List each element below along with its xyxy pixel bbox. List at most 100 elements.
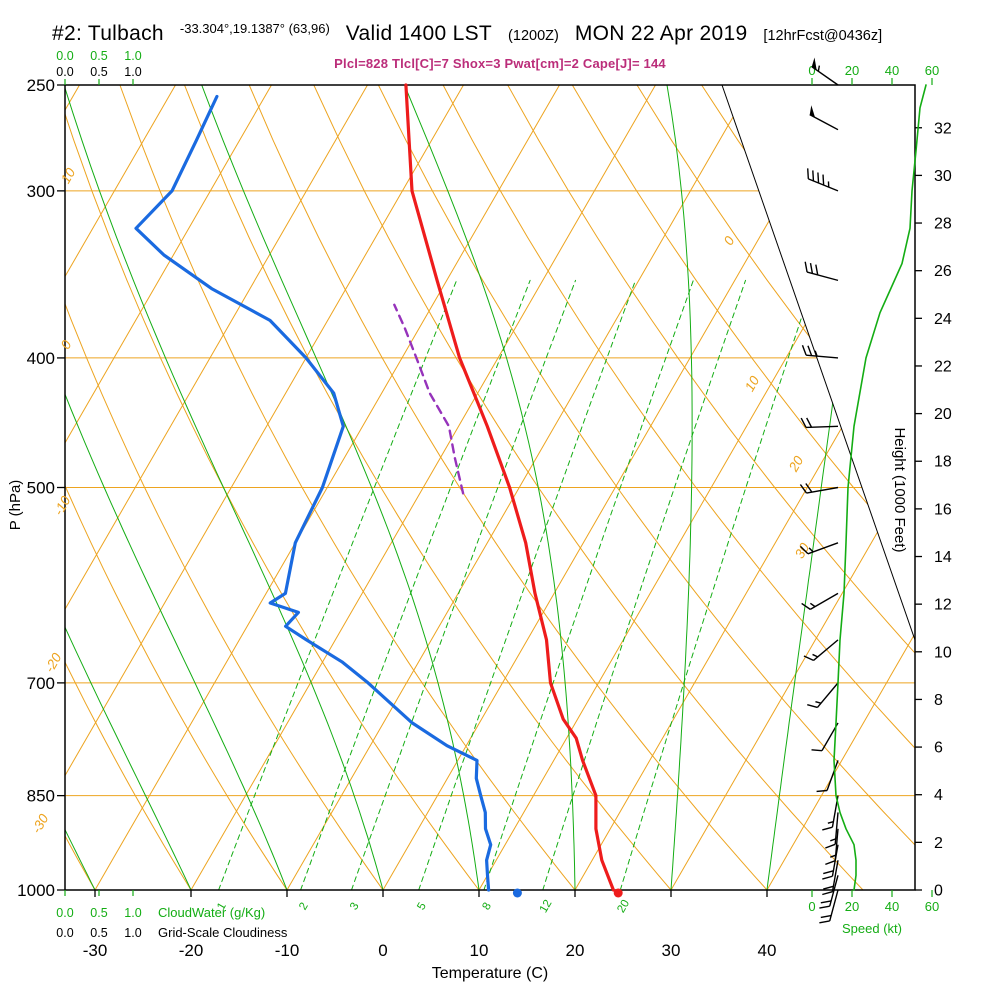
temperature-curve [404,83,616,892]
svg-text:20: 20 [845,899,859,914]
svg-text:1.0: 1.0 [124,906,141,920]
svg-text:-20: -20 [42,650,65,675]
svg-text:-30: -30 [29,811,52,836]
parcel-curve [393,303,465,495]
svg-text:Speed (kt): Speed (kt) [842,921,902,936]
svg-text:850: 850 [27,787,55,806]
svg-text:5: 5 [415,901,429,913]
svg-text:40: 40 [758,941,777,960]
svg-text:1.0: 1.0 [124,926,141,940]
surface-temperature-dot [613,888,623,898]
svg-text:2: 2 [297,901,311,913]
svg-text:22: 22 [934,358,952,375]
svg-text:60: 60 [925,63,939,78]
diagonal-cut-line [721,84,916,641]
svg-text:30: 30 [792,540,813,561]
svg-text:0: 0 [378,941,387,960]
sounding-indices: Plcl=828 Tlcl[C]=7 Shox=3 Pwat[cm]=2 Cap… [334,56,666,71]
valid-date: MON 22 Apr 2019 [574,22,748,45]
grid [65,85,915,890]
svg-text:-30: -30 [83,941,108,960]
svg-text:1: 1 [215,901,229,913]
svg-text:300: 300 [27,182,55,201]
svg-text:Temperature (C): Temperature (C) [432,965,548,982]
svg-text:20: 20 [845,63,859,78]
wind-barbs [799,57,839,924]
svg-text:-20: -20 [179,941,204,960]
svg-text:10: 10 [934,644,952,661]
svg-text:28: 28 [934,216,952,233]
svg-text:6: 6 [934,740,943,757]
forecast-tag: [12hrFcst@0436z] [763,28,883,44]
svg-text:0.5: 0.5 [90,926,107,940]
svg-text:10: 10 [742,373,763,394]
temperature-axis: -30 -20 -10 0 10 20 30 40 Temperature (C) [83,890,777,982]
dewpoint-curve [134,94,493,892]
svg-text:10: 10 [470,941,489,960]
valid-time: Valid 1400 LST [345,22,493,45]
svg-text:0: 0 [58,337,75,351]
isobars [65,190,915,890]
svg-text:500: 500 [27,479,55,498]
svg-text:32: 32 [934,120,952,137]
svg-text:14: 14 [934,549,952,566]
svg-text:250: 250 [27,76,55,95]
mixing-ratio-lines [218,279,815,890]
pressure-axis: 250 300 400 500 700 850 1000 P (hPa) [7,76,65,900]
svg-text:Grid-Scale Cloudiness: Grid-Scale Cloudiness [158,925,288,940]
svg-text:-10: -10 [275,941,300,960]
svg-text:0.0: 0.0 [56,906,73,920]
svg-text:12: 12 [934,597,952,614]
svg-text:8: 8 [934,692,943,709]
svg-text:16: 16 [934,501,952,518]
svg-text:8: 8 [481,901,495,913]
svg-text:0.0: 0.0 [56,926,73,940]
svg-text:1.0: 1.0 [124,49,141,63]
svg-text:0.5: 0.5 [90,906,107,920]
svg-text:0: 0 [808,63,815,78]
svg-text:20: 20 [934,406,952,423]
svg-text:Height (1000 Feet): Height (1000 Feet) [891,427,908,552]
svg-text:20: 20 [566,941,585,960]
svg-text:1.0: 1.0 [124,65,141,79]
svg-text:40: 40 [885,63,899,78]
mixing-ratio-labels: 1 2 3 5 8 12 20 [215,898,632,915]
svg-text:26: 26 [934,263,952,280]
svg-text:0.0: 0.0 [56,65,73,79]
svg-text:0.5: 0.5 [90,65,107,79]
svg-text:30: 30 [934,168,952,185]
svg-text:0: 0 [808,899,815,914]
svg-text:10: 10 [58,165,79,186]
station-coords: -33.304°,19.1387° (63,96) [179,21,330,36]
svg-text:30: 30 [662,941,681,960]
svg-text:60: 60 [925,899,939,914]
svg-text:20: 20 [615,898,632,915]
speed-axis: 0 0 20 20 40 40 60 60 Speed (kt) [808,63,939,936]
svg-text:400: 400 [27,349,55,368]
surface-dewpoint-dot [512,888,522,898]
svg-text:40: 40 [885,899,899,914]
svg-text:P (hPa): P (hPa) [7,480,24,531]
svg-text:18: 18 [934,454,952,471]
svg-text:0: 0 [934,883,943,900]
svg-text:12: 12 [538,898,555,915]
svg-text:20: 20 [785,453,806,475]
svg-text:0.5: 0.5 [90,49,107,63]
svg-text:2: 2 [934,835,943,852]
valid-zulu: (1200Z) [508,28,559,44]
svg-text:1000: 1000 [17,881,55,900]
svg-text:3: 3 [348,901,362,913]
station-title: #2: Tulbach [52,22,164,45]
speed-curve [833,84,927,891]
svg-text:CloudWater (g/Kg): CloudWater (g/Kg) [158,905,265,920]
chart-header: #2: Tulbach -33.304°,19.1387° (63,96) Va… [52,21,952,46]
svg-text:24: 24 [934,311,952,328]
svg-text:4: 4 [934,787,943,804]
cloudwater-scale: 0.0 0.0 0.0 0.0 0.5 0.5 0.5 0.5 1.0 1.0 1.0 1.0 Clou… [56,49,288,940]
svg-text:0.0: 0.0 [56,49,73,63]
svg-text:700: 700 [27,674,55,693]
